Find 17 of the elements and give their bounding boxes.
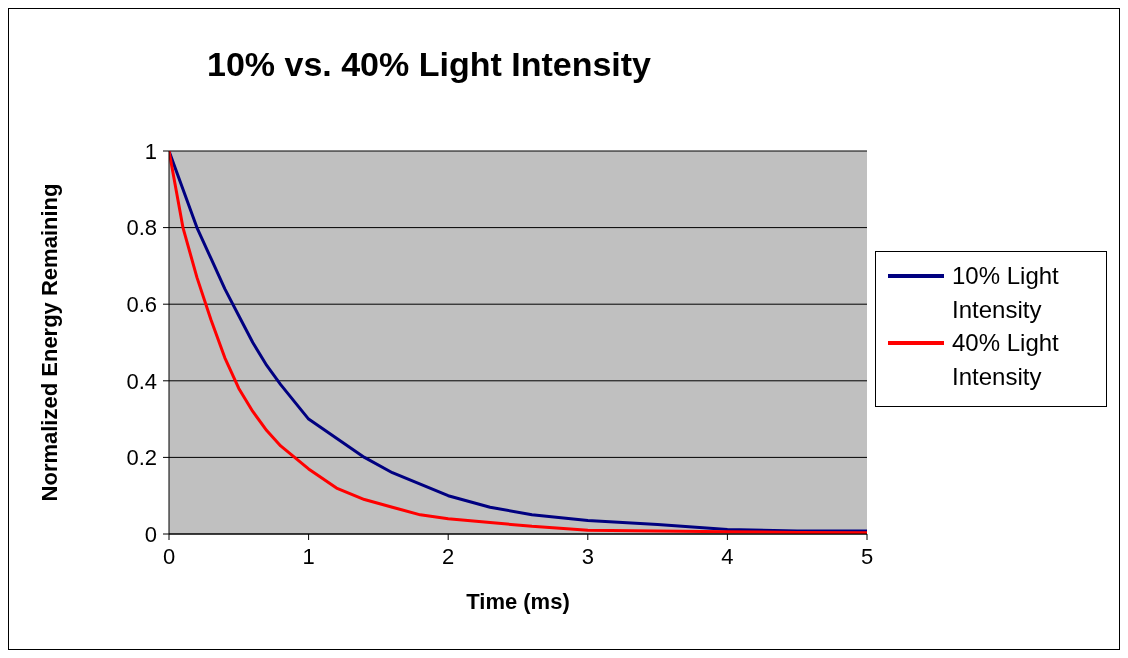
x-tick-label: 4: [721, 543, 734, 569]
x-axis-title: Time (ms): [466, 589, 570, 614]
x-tick-label: 3: [581, 543, 594, 569]
y-axis-title: Normalized Energy Remaining: [36, 183, 62, 502]
legend-label: 40% Light Intensity: [952, 328, 1060, 392]
y-tick-label: 0.6: [126, 292, 157, 318]
x-tick-label: 1: [302, 543, 315, 569]
y-tick-label: 1: [144, 138, 157, 164]
y-tick-label: 0.4: [126, 368, 157, 394]
legend-label: 10% Light Intensity: [952, 261, 1060, 325]
y-tick-label: 0.8: [126, 215, 157, 241]
y-tick-label: 0: [144, 521, 157, 547]
x-tick-label: 2: [442, 543, 455, 569]
x-tick-label: 0: [162, 543, 176, 569]
chart-title: 10% vs. 40% Light Intensity: [206, 45, 652, 84]
x-tick-label: 5: [860, 543, 874, 569]
y-tick-label: 0.2: [126, 445, 157, 471]
